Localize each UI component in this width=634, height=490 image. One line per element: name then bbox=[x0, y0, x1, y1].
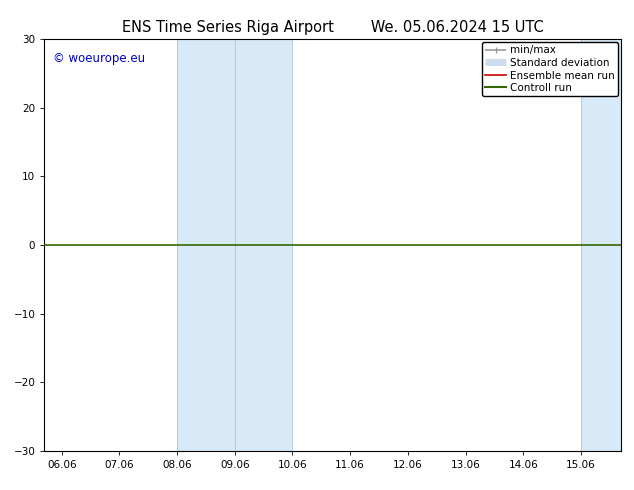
Text: © woeurope.eu: © woeurope.eu bbox=[53, 51, 145, 65]
Title: ENS Time Series Riga Airport        We. 05.06.2024 15 UTC: ENS Time Series Riga Airport We. 05.06.2… bbox=[122, 20, 544, 35]
Legend: min/max, Standard deviation, Ensemble mean run, Controll run: min/max, Standard deviation, Ensemble me… bbox=[482, 42, 618, 97]
Bar bbox=[235, 39, 292, 451]
Bar bbox=[177, 39, 235, 451]
Bar bbox=[581, 39, 621, 451]
